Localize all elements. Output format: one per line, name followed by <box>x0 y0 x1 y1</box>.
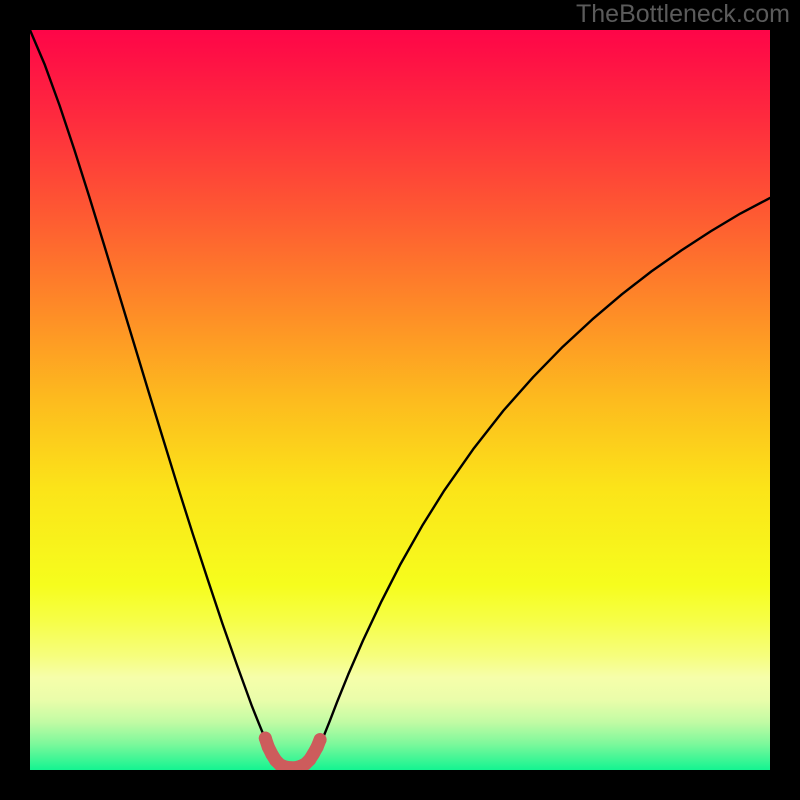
plot-area <box>30 30 770 770</box>
marker-dot <box>314 733 327 746</box>
chart-container: TheBottleneck.com <box>0 0 800 800</box>
watermark-text: TheBottleneck.com <box>576 0 790 29</box>
bottleneck-curve <box>30 30 770 768</box>
marker-group <box>259 732 327 770</box>
plot-svg <box>30 30 770 770</box>
